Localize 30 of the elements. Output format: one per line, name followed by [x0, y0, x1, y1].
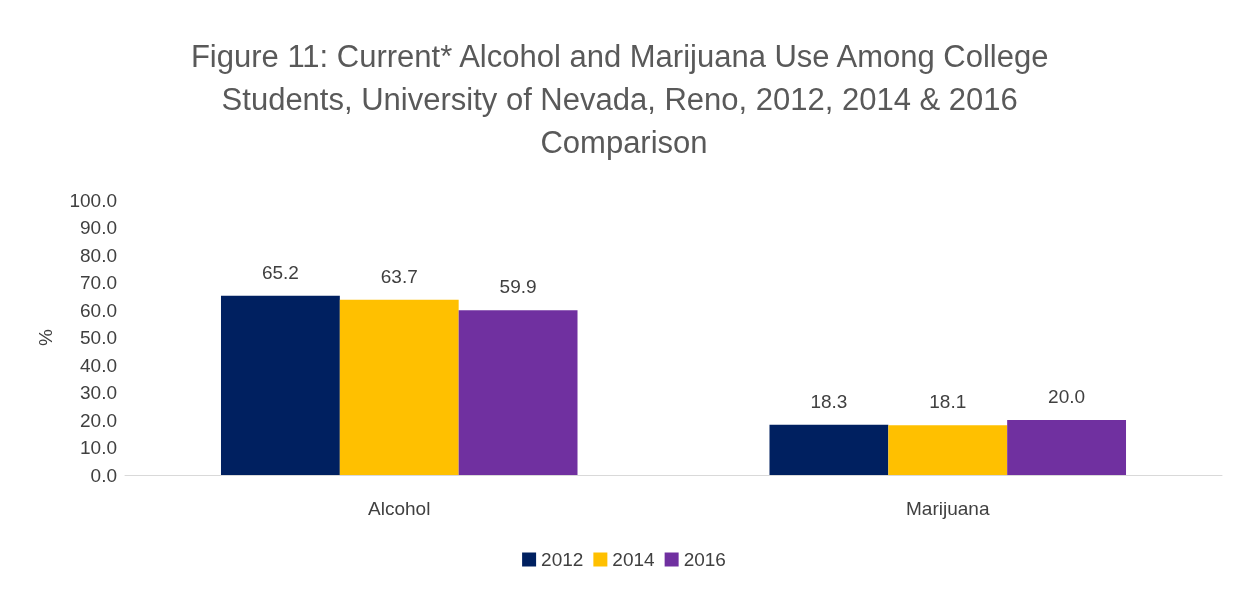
- y-axis-title: %: [35, 328, 56, 346]
- y-tick-label: 0.0: [90, 464, 117, 486]
- data-label: 20.0: [1048, 386, 1086, 407]
- x-tick-label: Marijuana: [906, 498, 990, 519]
- y-tick-label: 20.0: [80, 409, 117, 431]
- bar: [1007, 420, 1127, 475]
- bar: [458, 310, 578, 475]
- data-label: 63.7: [380, 265, 418, 287]
- bar: [220, 295, 340, 475]
- data-label: 18.1: [929, 391, 967, 413]
- bar: [339, 299, 459, 475]
- y-tick-label: 100.0: [69, 189, 117, 211]
- y-tick-label: 60.0: [80, 299, 117, 321]
- data-label: 65.2: [261, 261, 299, 283]
- bar: [888, 425, 1008, 475]
- legend-label: 2016: [683, 549, 726, 570]
- bar: [769, 424, 889, 475]
- y-tick-label: 50.0: [80, 327, 117, 348]
- data-label: 18.3: [810, 390, 848, 412]
- y-tick-label: 40.0: [80, 354, 117, 376]
- x-tick-label: Alcohol: [368, 498, 431, 519]
- y-tick-label: 90.0: [80, 217, 117, 238]
- y-tick-label: 80.0: [80, 244, 117, 266]
- y-tick-label: 70.0: [80, 272, 117, 293]
- y-tick-label: 10.0: [80, 437, 117, 458]
- legend-label: 2012: [541, 549, 584, 570]
- chart-title: Figure 11: Current* Alcohol and Marijuana Use Among College Students, University of Nevada, Reno, 2012, 2014 & 2016 Comparison: [190, 39, 1058, 160]
- legend-label: 2014: [612, 549, 656, 570]
- y-tick-label: 30.0: [80, 382, 117, 403]
- data-label: 59.9: [499, 276, 537, 298]
